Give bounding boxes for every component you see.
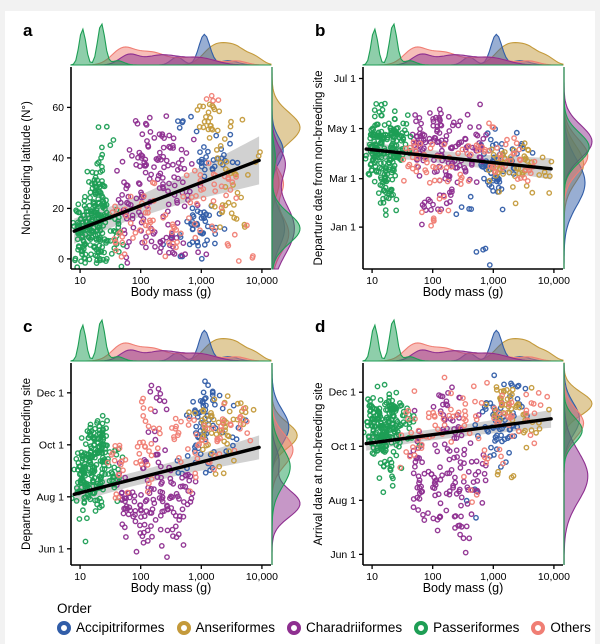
panel-c: 10 100 1,000 10,000 Jun 1 Aug 1 Oct 1 Dec 1 c D…	[11, 307, 303, 603]
svg-text:1,000: 1,000	[480, 571, 506, 583]
svg-text:0: 0	[58, 253, 64, 265]
panel-d-y-axis-title: Arrival date at non-breeding site	[313, 382, 325, 546]
charadriiformes-ring-icon	[287, 620, 302, 635]
panel-c-y-axis-title: Departure date from breeding site	[21, 378, 33, 550]
legend-item-anseriformes: Anseriformes	[176, 620, 276, 635]
legend-item-label: Others	[550, 620, 591, 635]
svg-text:Oct 1: Oct 1	[39, 439, 64, 451]
panel-a: 10 100 1,000 10,000 0 20 40 60 a Non-breeding l…	[11, 11, 303, 307]
svg-text:10: 10	[74, 571, 86, 583]
svg-text:10: 10	[74, 275, 86, 287]
legend: Order Accipitriformes Anseriformes Chara…	[57, 601, 591, 635]
panel-a-label: a	[23, 21, 33, 40]
svg-text:Aug 1: Aug 1	[329, 495, 357, 507]
legend-title: Order	[57, 601, 92, 616]
legend-item-charadriiformes: Charadriiformes	[287, 620, 402, 635]
passeriformes-ring-icon	[414, 620, 429, 635]
svg-text:1,000: 1,000	[188, 275, 214, 287]
svg-text:Mar 1: Mar 1	[329, 173, 356, 185]
svg-text:100: 100	[132, 275, 150, 287]
legend-item-label: Charadriiformes	[306, 620, 403, 635]
legend-item-label: Passeriformes	[433, 620, 520, 635]
svg-text:10,000: 10,000	[246, 275, 278, 287]
svg-text:40: 40	[52, 152, 64, 164]
svg-text:100: 100	[132, 571, 150, 583]
svg-text:Jul 1: Jul 1	[334, 73, 356, 85]
panel-b-y-axis-title: Departure date from non-breeding site	[313, 70, 325, 266]
svg-text:100: 100	[424, 275, 442, 287]
panel-b-plot: 10 100 1,000 10,000 Jan 1 Mar 1 May 1 Jul 1	[327, 22, 593, 287]
svg-text:10,000: 10,000	[246, 571, 278, 583]
svg-text:10,000: 10,000	[538, 275, 570, 287]
legend-item-label: Anseriformes	[195, 620, 276, 635]
svg-text:Oct 1: Oct 1	[331, 441, 356, 453]
panel-a-y-axis-title: Non-breeding latitude (N°)	[21, 101, 33, 235]
svg-text:1,000: 1,000	[188, 571, 214, 583]
panel-c-label: c	[23, 317, 33, 336]
svg-text:May 1: May 1	[327, 123, 356, 135]
svg-text:Aug 1: Aug 1	[37, 491, 65, 503]
svg-text:10: 10	[366, 275, 378, 287]
svg-text:1,000: 1,000	[480, 275, 506, 287]
legend-item-label: Accipitriformes	[76, 620, 165, 635]
svg-text:Jun 1: Jun 1	[38, 543, 64, 555]
legend-item-others: Others	[531, 620, 591, 635]
svg-text:60: 60	[52, 102, 64, 114]
svg-text:10,000: 10,000	[538, 571, 570, 583]
panel-d: 10 100 1,000 10,000 Jun 1 Aug 1 Oct 1 Dec 1 d A…	[303, 307, 595, 603]
panel-d-label: d	[315, 317, 326, 336]
svg-text:Jan 1: Jan 1	[330, 222, 356, 234]
accipitriformes-ring-icon	[57, 620, 71, 635]
panel-d-plot: 10 100 1,000 10,000 Jun 1 Aug 1 Oct 1 Dec 1	[329, 318, 593, 583]
anseriformes-ring-icon	[176, 620, 191, 635]
svg-text:Jun 1: Jun 1	[330, 549, 356, 561]
panel-b-x-axis-title: Body mass (g)	[422, 285, 504, 299]
panel-c-plot: 10 100 1,000 10,000 Jun 1 Aug 1 Oct 1 Dec 1	[37, 318, 301, 583]
panel-c-x-axis-title: Body mass (g)	[130, 581, 212, 595]
svg-text:100: 100	[424, 571, 442, 583]
panel-a-x-axis-title: Body mass (g)	[130, 285, 212, 299]
figure-canvas: 10 100 1,000 10,000 0 20 40 60 a Non-breeding l…	[5, 11, 595, 644]
panel-b-label: b	[315, 21, 326, 40]
panel-a-plot: 10 100 1,000 10,000 0 20 40 60	[52, 22, 301, 287]
legend-item-accipitriformes: Accipitriformes	[57, 620, 165, 635]
panel-d-x-axis-title: Body mass (g)	[422, 581, 504, 595]
panel-b: 10 100 1,000 10,000 Jan 1 Mar 1 May 1 Jul 1 b D…	[303, 11, 595, 307]
legend-item-passeriformes: Passeriformes	[414, 620, 519, 635]
svg-text:20: 20	[52, 203, 64, 215]
svg-text:Dec 1: Dec 1	[37, 387, 65, 399]
svg-text:Dec 1: Dec 1	[329, 387, 357, 399]
others-ring-icon	[531, 620, 546, 635]
svg-text:10: 10	[366, 571, 378, 583]
legend-items: Accipitriformes Anseriformes Charadriifo…	[57, 620, 591, 635]
